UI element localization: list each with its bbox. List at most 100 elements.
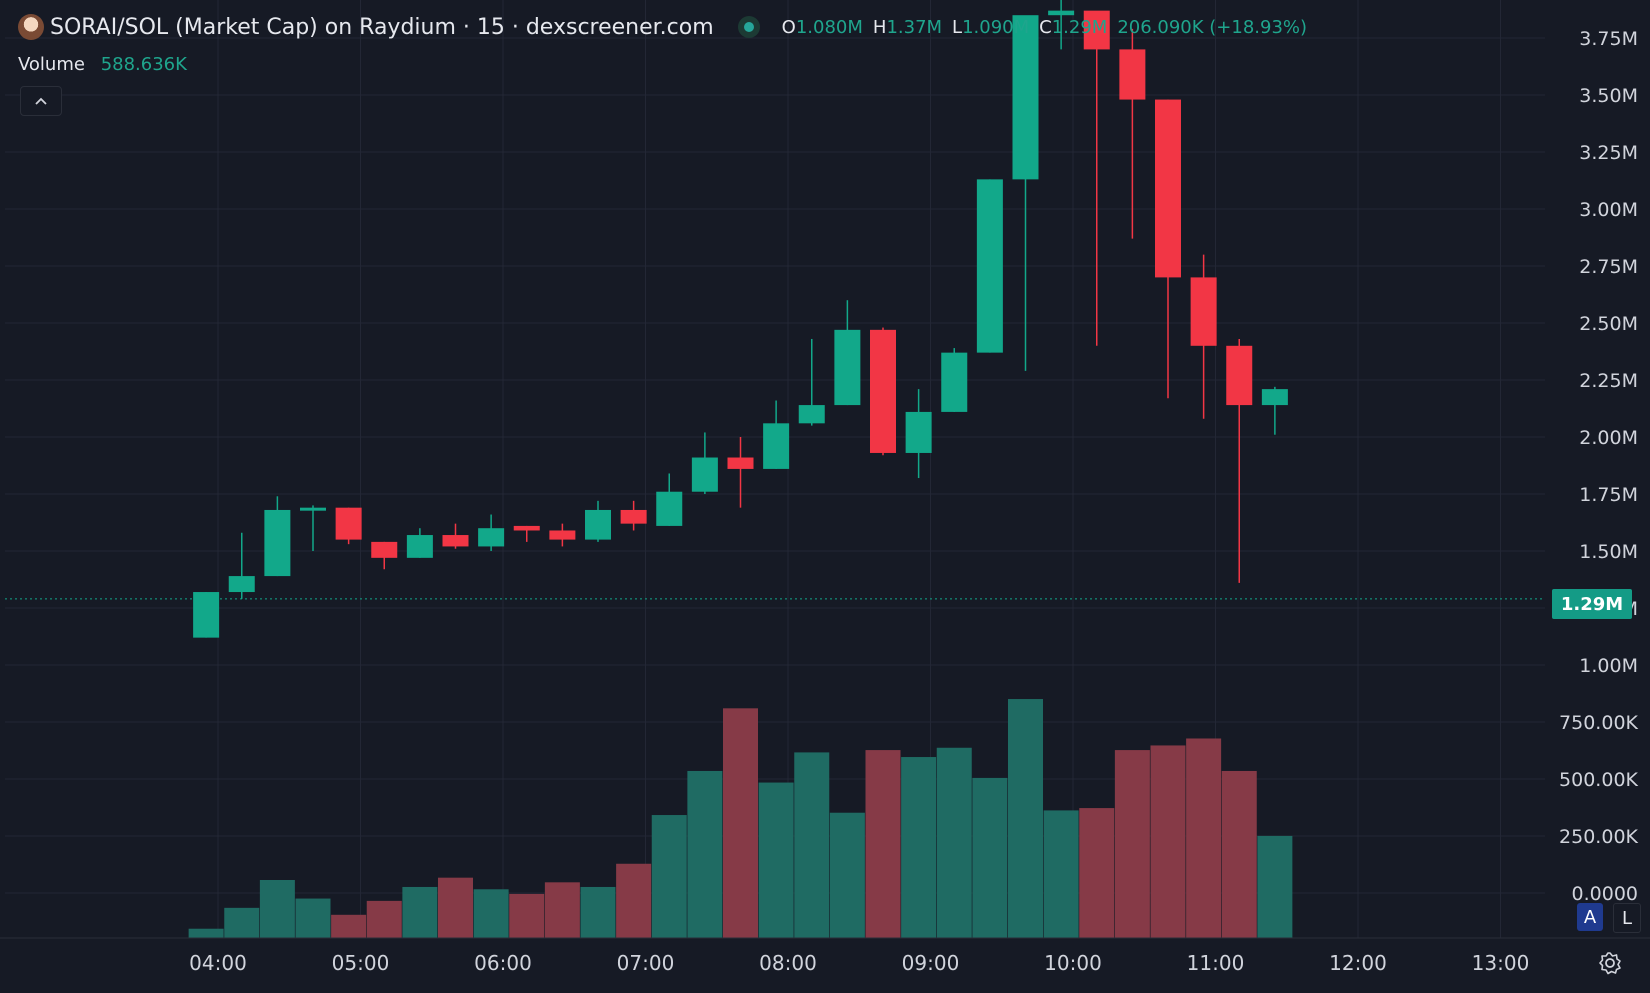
volume-bar xyxy=(901,757,937,938)
current-price-badge: 1.29M xyxy=(1552,589,1632,619)
price-tick-label: 500.00K xyxy=(1559,769,1638,791)
time-tick-label: 09:00 xyxy=(902,951,960,975)
candle-body xyxy=(656,491,683,526)
candle-body xyxy=(798,405,825,424)
chart-legend: SORAI/SOL (Market Cap) on Raydium · 15 ·… xyxy=(18,14,1307,40)
candle-body xyxy=(1226,345,1253,406)
candle-body xyxy=(228,576,255,593)
live-status-icon xyxy=(737,16,760,38)
volume-bar xyxy=(331,914,367,938)
volume-bar xyxy=(758,782,794,938)
time-tick-label: 08:00 xyxy=(759,951,817,975)
time-tick-label: 07:00 xyxy=(617,951,675,975)
candle-body xyxy=(1048,10,1075,16)
volume-bars xyxy=(188,699,1293,938)
price-tick-label: 250.00K xyxy=(1559,826,1638,848)
volume-bar xyxy=(1008,699,1043,938)
open-value: 1.080M xyxy=(795,16,863,38)
settings-gear-icon[interactable] xyxy=(1597,950,1623,976)
price-tick-label: 1.75M xyxy=(1579,484,1638,506)
volume-bar xyxy=(794,752,830,938)
open-label: O xyxy=(781,16,796,38)
candle-body xyxy=(1083,10,1110,50)
close-label: C xyxy=(1039,16,1052,38)
time-tick-label: 10:00 xyxy=(1044,951,1102,975)
close-value: 1.29M xyxy=(1051,16,1108,38)
volume-bar xyxy=(651,815,687,938)
volume-bar xyxy=(402,886,438,938)
price-tick-label: 1.00M xyxy=(1579,655,1638,677)
candle-body xyxy=(264,509,291,577)
volume-bar xyxy=(224,907,260,938)
time-tick-label: 13:00 xyxy=(1472,951,1530,975)
price-axis: 0.0000250.00K500.00K750.00K1.00M1.25M1.5… xyxy=(1559,28,1638,905)
candle-body xyxy=(976,179,1003,353)
grid-lines xyxy=(5,0,1545,938)
volume-bar xyxy=(544,882,580,938)
time-axis: 04:00 05:00 06:00 07:00 08:00 09:00 10:00 11:00… xyxy=(189,951,1529,975)
volume-bar xyxy=(687,770,723,938)
volume-bar xyxy=(438,877,473,938)
candle-body xyxy=(834,329,861,406)
price-tick-label: 2.50M xyxy=(1579,313,1638,335)
time-tick-label: 05:00 xyxy=(332,951,390,975)
volume-bar xyxy=(509,893,545,938)
volume-bar xyxy=(1221,770,1257,938)
volume-label: Volume xyxy=(18,54,85,75)
high-label: H xyxy=(872,16,887,38)
auto-scale-button[interactable]: A xyxy=(1577,903,1603,931)
volume-bar xyxy=(295,898,331,938)
volume-bar xyxy=(188,928,224,938)
volume-bar xyxy=(1079,808,1115,938)
candle-body xyxy=(870,329,896,453)
price-tick-label: 2.00M xyxy=(1579,427,1638,449)
time-tick-label: 12:00 xyxy=(1329,951,1387,975)
candle-body xyxy=(371,541,398,558)
volume-bar xyxy=(1257,835,1293,938)
collapse-legend-button[interactable] xyxy=(20,86,62,116)
candle-body xyxy=(513,525,540,531)
time-tick-label: 11:00 xyxy=(1187,951,1245,975)
volume-bar xyxy=(936,747,972,938)
candle-body xyxy=(905,411,932,453)
candle-body xyxy=(335,507,362,540)
volume-bar xyxy=(580,886,616,938)
price-tick-label: 3.00M xyxy=(1579,199,1638,221)
volume-bar xyxy=(473,889,509,938)
candle-body xyxy=(300,507,326,511)
volume-bar xyxy=(1114,750,1150,938)
volume-bar xyxy=(366,900,402,938)
volume-bar xyxy=(616,863,652,938)
candle-body xyxy=(1012,15,1039,180)
volume-bar xyxy=(259,880,295,938)
price-tick-label: 3.50M xyxy=(1579,85,1638,107)
price-tick-label: 3.25M xyxy=(1579,142,1638,164)
volume-bar xyxy=(723,708,758,938)
volume-bar xyxy=(1150,745,1186,938)
candle-body xyxy=(1155,99,1181,278)
log-scale-button[interactable]: L xyxy=(1613,903,1641,933)
candle-body xyxy=(727,457,754,469)
ohlc-readout: O1.080M H1.37M L1.090M C1.29M 206.090K (… xyxy=(782,17,1307,38)
low-label: L xyxy=(952,16,963,38)
volume-bar xyxy=(1186,738,1222,938)
candle-body xyxy=(406,535,433,558)
volume-bar xyxy=(1043,810,1079,938)
price-tick-label: 2.75M xyxy=(1579,256,1638,278)
candle-body xyxy=(478,528,505,547)
candle-body xyxy=(763,423,790,469)
volume-bar xyxy=(972,777,1008,938)
candle-body xyxy=(585,509,611,540)
price-tick-label: 2.25M xyxy=(1579,370,1638,392)
candles xyxy=(193,0,1288,638)
volume-bar xyxy=(829,812,865,938)
candle-body xyxy=(1261,389,1288,406)
candle-body xyxy=(549,530,576,540)
candle-body xyxy=(1190,277,1217,346)
volume-legend: Volume 588.636K xyxy=(18,54,187,75)
candle-body xyxy=(1119,49,1146,100)
candle-body xyxy=(620,509,647,524)
price-tick-label: 3.75M xyxy=(1579,28,1638,50)
change-value: 206.090K (+18.93%) xyxy=(1117,16,1308,38)
